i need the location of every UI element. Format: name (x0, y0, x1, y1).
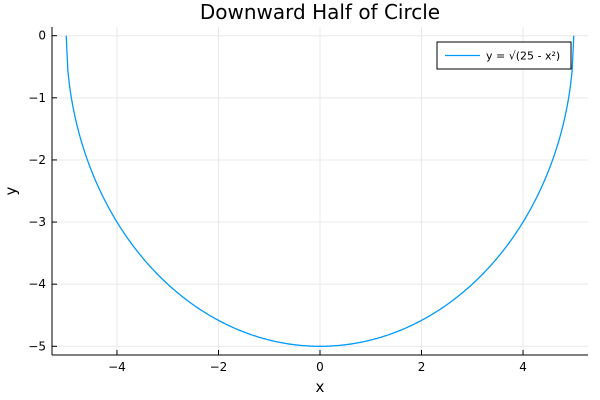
legend: y = √(25 - x²) (436, 41, 572, 70)
x-tick-label: 2 (418, 360, 426, 374)
y-tick-label: −1 (28, 91, 46, 105)
series-layer (65, 35, 575, 347)
ticks: −4 −2 0 2 4 0 −1 −2 −3 −4 −5 (28, 29, 527, 374)
x-tick-label: −4 (108, 360, 126, 374)
y-tick-label: −5 (28, 339, 46, 353)
x-tick-label: 4 (519, 360, 527, 374)
x-tick-label: 0 (316, 360, 324, 374)
y-tick-label: −3 (28, 215, 46, 229)
series-line-0 (65, 35, 575, 347)
x-axis-label: x (316, 378, 325, 396)
y-tick-label: −2 (28, 153, 46, 167)
y-axis-label: y (2, 186, 20, 195)
grid (52, 27, 588, 355)
y-tick-label: 0 (38, 29, 46, 43)
x-tick-label: −2 (210, 360, 228, 374)
y-tick-label: −4 (28, 277, 46, 291)
chart-title: Downward Half of Circle (200, 0, 440, 24)
legend-entry: y = √(25 - x²) (486, 50, 560, 63)
